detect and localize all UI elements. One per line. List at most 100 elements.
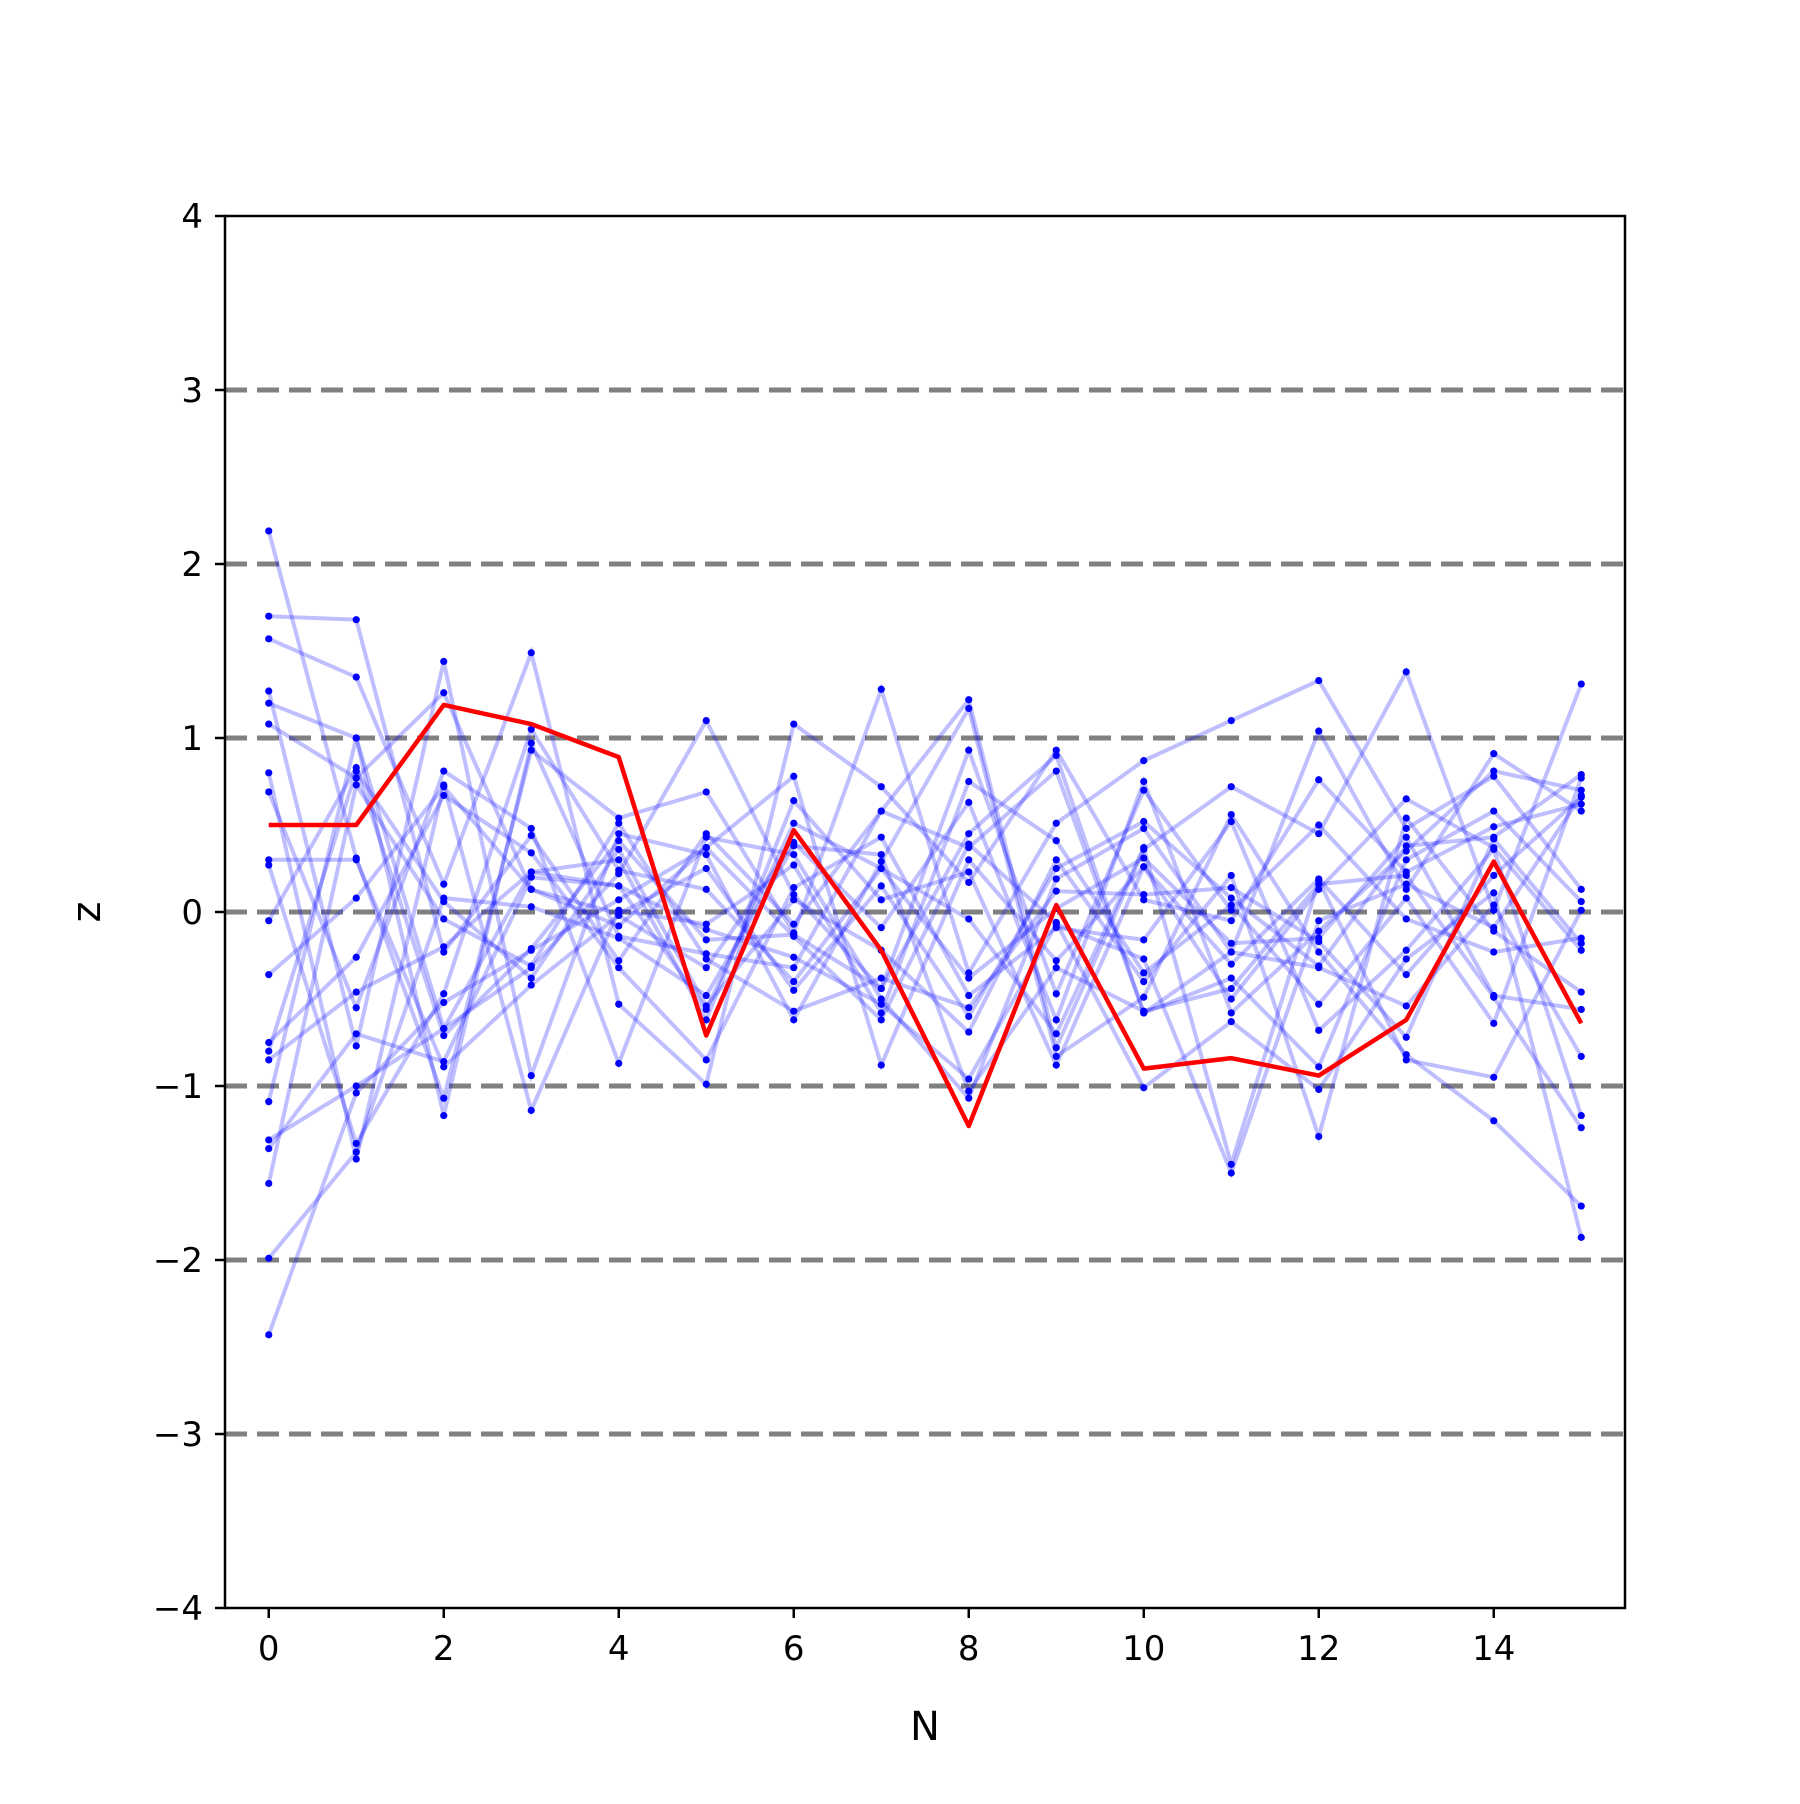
data-point (1315, 776, 1323, 784)
x-axis-label: N (910, 1704, 940, 1750)
data-point (352, 856, 360, 864)
data-point (1227, 717, 1235, 725)
data-point (615, 819, 623, 827)
x-axis: 0 2 4 6 8 10 12 14 (258, 1608, 1515, 1669)
data-point (1315, 1000, 1323, 1008)
data-point (1315, 875, 1323, 883)
data-point (1577, 807, 1585, 815)
highlight-series-group (268, 702, 1584, 1129)
data-point (1227, 817, 1235, 826)
data-point (877, 995, 885, 1003)
data-point (1315, 1085, 1323, 1094)
data-point (1227, 984, 1235, 993)
data-point (1227, 901, 1235, 909)
data-point (1227, 917, 1235, 925)
data-point (1490, 1117, 1498, 1125)
series (265, 767, 1585, 1102)
data-point (440, 1024, 448, 1033)
data-point (265, 1038, 273, 1047)
data-point (965, 777, 973, 786)
data-point (1315, 927, 1323, 935)
data-point (965, 830, 973, 838)
data-point (1315, 937, 1323, 946)
data-point (1140, 817, 1148, 826)
y-tick-label: 1 (181, 719, 203, 759)
series (265, 793, 1585, 1144)
data-point (1402, 842, 1410, 850)
series-line (267, 689, 1583, 1071)
series-line (268, 614, 1584, 1054)
data-point (1227, 1009, 1235, 1017)
data-point (790, 861, 798, 869)
data-point (790, 978, 798, 986)
series-line (267, 820, 1582, 1150)
data-point (1490, 901, 1498, 909)
data-point (790, 920, 798, 928)
data-point (1490, 750, 1498, 758)
data-point (1577, 939, 1585, 947)
data-point (790, 1016, 798, 1024)
data-point (527, 873, 535, 881)
data-point (1402, 946, 1410, 954)
y-tick-label: −1 (153, 1067, 203, 1107)
data-point (1490, 948, 1498, 956)
data-point (527, 1106, 535, 1114)
y-tick-label: 3 (181, 371, 203, 411)
data-point (965, 746, 973, 754)
data-point (702, 833, 710, 841)
data-point (1490, 993, 1498, 1001)
data-point (352, 1082, 360, 1090)
data-point (1052, 746, 1060, 754)
data-point (1402, 856, 1410, 864)
data-point (790, 896, 798, 904)
data-point (1140, 896, 1148, 904)
series-line (266, 660, 1583, 1208)
data-point (877, 924, 885, 932)
data-point (615, 837, 623, 845)
data-point (877, 984, 885, 993)
series-line (267, 843, 1583, 1260)
data-point (1052, 1061, 1060, 1069)
data-point (1490, 823, 1498, 831)
series-line (266, 840, 1584, 1336)
data-point (265, 1331, 273, 1339)
data-point (615, 1000, 623, 1008)
data-point (352, 1148, 360, 1156)
data-point (265, 1254, 273, 1262)
data-point (527, 1071, 535, 1080)
data-point (527, 739, 535, 747)
y-axis-label: z (64, 902, 110, 923)
data-point (352, 1139, 360, 1148)
series-line (266, 737, 1583, 1117)
data-point (440, 791, 448, 800)
data-point (1577, 946, 1585, 954)
data-point (702, 1056, 710, 1064)
data-point (1402, 824, 1410, 833)
data-point (965, 696, 973, 704)
data-point (1490, 845, 1498, 853)
data-point (265, 1098, 273, 1106)
data-point (1490, 1073, 1498, 1081)
series (265, 657, 1585, 1210)
data-point (877, 685, 885, 693)
data-point (1490, 1019, 1498, 1027)
data-point (1052, 964, 1060, 972)
data-point (1490, 772, 1498, 780)
data-point (1052, 1016, 1060, 1024)
data-point (1227, 960, 1235, 968)
data-point (965, 840, 973, 848)
data-point (265, 720, 273, 728)
data-point (615, 1059, 623, 1067)
series-line (268, 701, 1583, 1032)
x-tick-label: 14 (1472, 1629, 1515, 1669)
data-point (265, 1179, 273, 1188)
data-point (1402, 1002, 1410, 1010)
data-point (877, 896, 885, 904)
data-point (702, 1005, 710, 1014)
y-tick-label: 0 (181, 893, 203, 933)
data-point (1402, 880, 1410, 888)
data-point (1140, 1007, 1148, 1015)
data-point (1577, 680, 1585, 688)
data-point (1052, 1044, 1060, 1052)
data-point (265, 1136, 273, 1144)
